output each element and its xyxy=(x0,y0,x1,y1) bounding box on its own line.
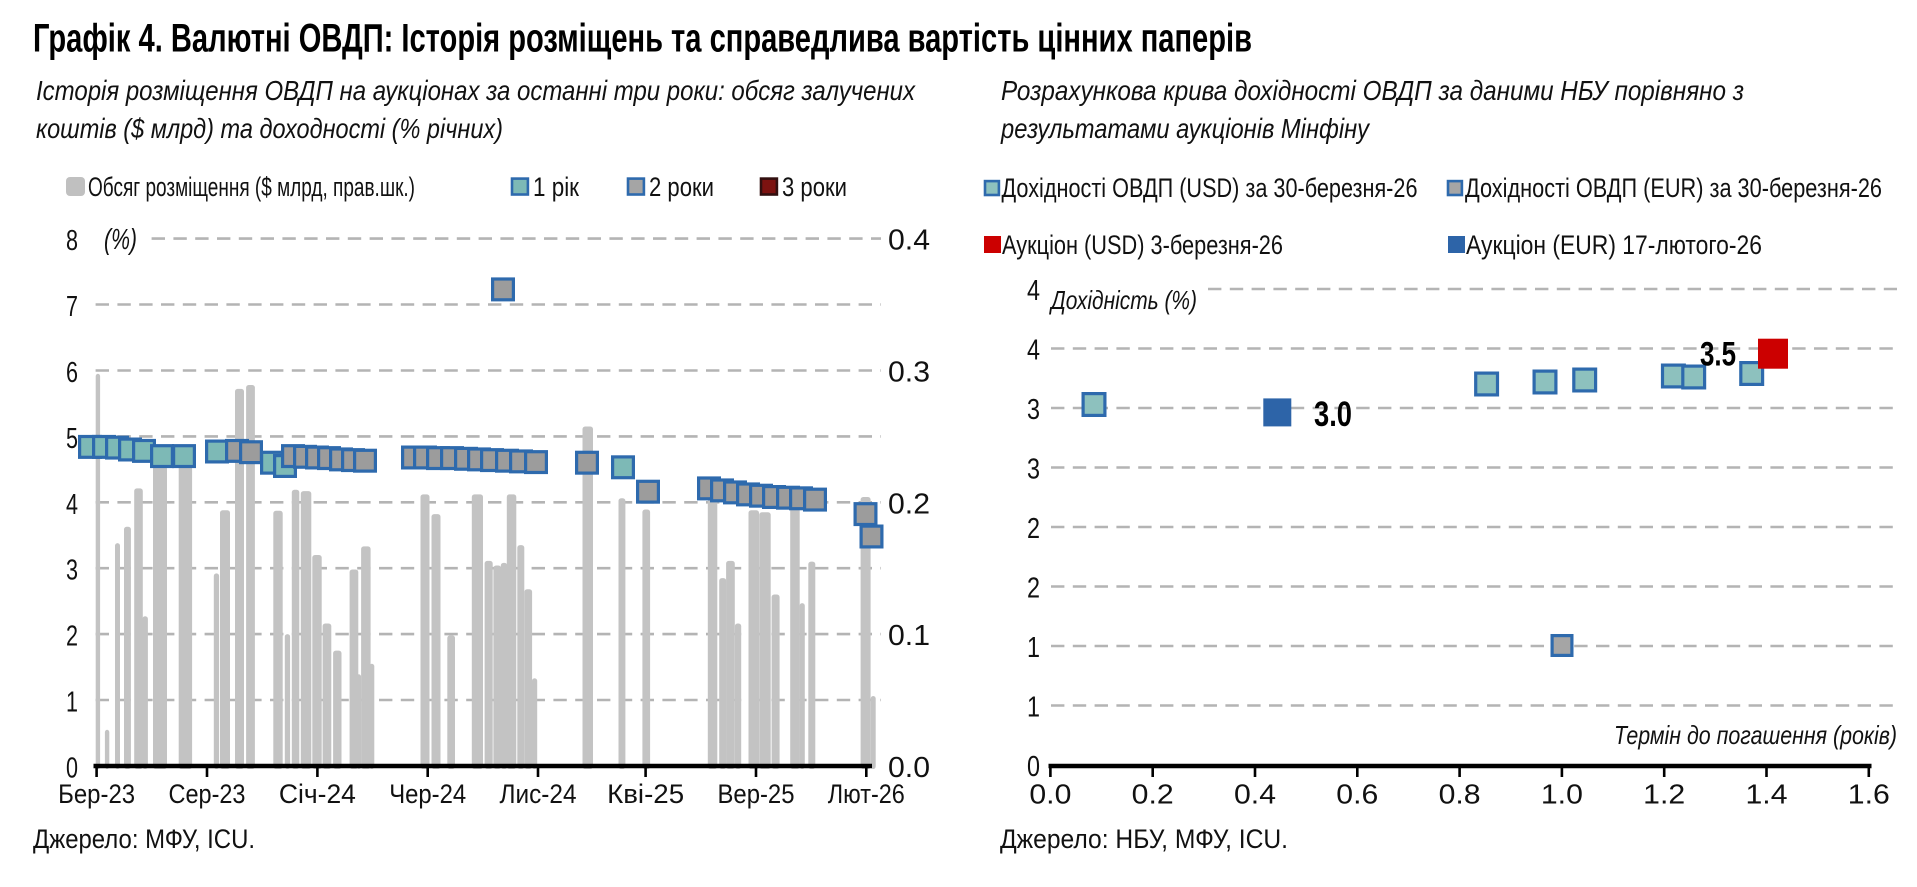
svg-text:Розрахункова крива дохідності: Розрахункова крива дохідності ОВДП за да… xyxy=(1001,75,1744,106)
svg-text:3.5: 3.5 xyxy=(1700,336,1736,374)
svg-text:4: 4 xyxy=(1027,275,1040,307)
svg-text:0.2: 0.2 xyxy=(888,488,930,520)
svg-text:Вер-25: Вер-25 xyxy=(718,779,795,809)
svg-text:0.8: 0.8 xyxy=(1439,779,1481,810)
svg-text:3 роки: 3 роки xyxy=(782,172,847,202)
svg-text:Лис-24: Лис-24 xyxy=(500,779,577,809)
svg-text:3.0: 3.0 xyxy=(1314,395,1352,434)
svg-text:6: 6 xyxy=(66,357,78,389)
svg-text:Аукціон (USD) 3-березня-26: Аукціон (USD) 3-березня-26 xyxy=(1002,230,1283,260)
svg-text:3: 3 xyxy=(1027,394,1040,426)
svg-text:1.0: 1.0 xyxy=(1541,779,1583,810)
svg-text:3: 3 xyxy=(1027,454,1040,486)
svg-text:Обсяг розміщення ($ млрд, прав: Обсяг розміщення ($ млрд, прав.шк.) xyxy=(88,172,415,202)
svg-text:0.4: 0.4 xyxy=(1234,779,1276,810)
svg-text:5: 5 xyxy=(66,423,78,455)
svg-text:1: 1 xyxy=(1027,632,1040,664)
svg-text:Дохідності ОВДП (EUR) за 30-бе: Дохідності ОВДП (EUR) за 30-березня-26 xyxy=(1465,173,1882,203)
svg-text:4: 4 xyxy=(1027,335,1040,367)
svg-text:1 рік: 1 рік xyxy=(533,172,579,202)
svg-text:Дохідності ОВДП (USD) за 30-бе: Дохідності ОВДП (USD) за 30-березня-26 xyxy=(1002,173,1418,203)
svg-text:Графік 4. Валютні ОВДП: Історі: Графік 4. Валютні ОВДП: Історія розміщен… xyxy=(33,17,1252,61)
svg-text:0: 0 xyxy=(66,752,78,784)
svg-text:0.0: 0.0 xyxy=(1029,779,1071,810)
svg-text:7: 7 xyxy=(66,291,78,323)
svg-text:Бер-23: Бер-23 xyxy=(58,779,135,809)
svg-text:Аукціон (EUR) 17-лютого-26: Аукціон (EUR) 17-лютого-26 xyxy=(1466,230,1762,260)
svg-text:8: 8 xyxy=(66,225,78,257)
svg-text:1: 1 xyxy=(66,687,78,719)
svg-text:0.3: 0.3 xyxy=(888,357,930,389)
svg-text:Лют-26: Лют-26 xyxy=(828,779,905,809)
svg-text:3: 3 xyxy=(66,555,78,587)
svg-text:2: 2 xyxy=(66,621,78,653)
svg-text:0.0: 0.0 xyxy=(888,752,930,784)
svg-text:1: 1 xyxy=(1027,692,1040,724)
svg-text:(%): (%) xyxy=(104,224,137,256)
svg-text:Джерело: МФУ, ICU.: Джерело: МФУ, ICU. xyxy=(33,824,255,854)
svg-text:1.2: 1.2 xyxy=(1643,779,1685,810)
svg-text:2: 2 xyxy=(1027,573,1040,605)
svg-text:2 роки: 2 роки xyxy=(649,172,714,202)
svg-text:Сер-23: Сер-23 xyxy=(169,779,246,809)
svg-text:4: 4 xyxy=(66,489,78,521)
svg-text:0.4: 0.4 xyxy=(888,225,930,257)
svg-text:Термін до погашення (років): Термін до погашення (років) xyxy=(1614,720,1897,750)
svg-text:Чер-24: Чер-24 xyxy=(389,779,466,809)
svg-text:0.2: 0.2 xyxy=(1132,779,1174,810)
svg-text:1.6: 1.6 xyxy=(1848,779,1890,810)
svg-text:коштів ($ млрд) та доходності: коштів ($ млрд) та доходності (% річних) xyxy=(36,113,503,144)
svg-text:0.6: 0.6 xyxy=(1336,779,1378,810)
svg-text:Дохідність (%): Дохідність (%) xyxy=(1049,285,1197,315)
svg-text:0: 0 xyxy=(1027,751,1040,783)
svg-text:Джерело: НБУ, МФУ, ICU.: Джерело: НБУ, МФУ, ICU. xyxy=(1000,824,1288,854)
svg-text:результатами аукціонів Мінфіну: результатами аукціонів Мінфіну xyxy=(1000,113,1371,144)
svg-text:Історія розміщення ОВДП на аук: Історія розміщення ОВДП на аукціонах за … xyxy=(36,75,916,106)
svg-text:Кві-25: Кві-25 xyxy=(607,779,684,809)
svg-text:0.1: 0.1 xyxy=(888,620,930,652)
svg-text:2: 2 xyxy=(1027,513,1040,545)
svg-text:Січ-24: Січ-24 xyxy=(279,779,356,809)
svg-text:1.4: 1.4 xyxy=(1746,779,1788,810)
